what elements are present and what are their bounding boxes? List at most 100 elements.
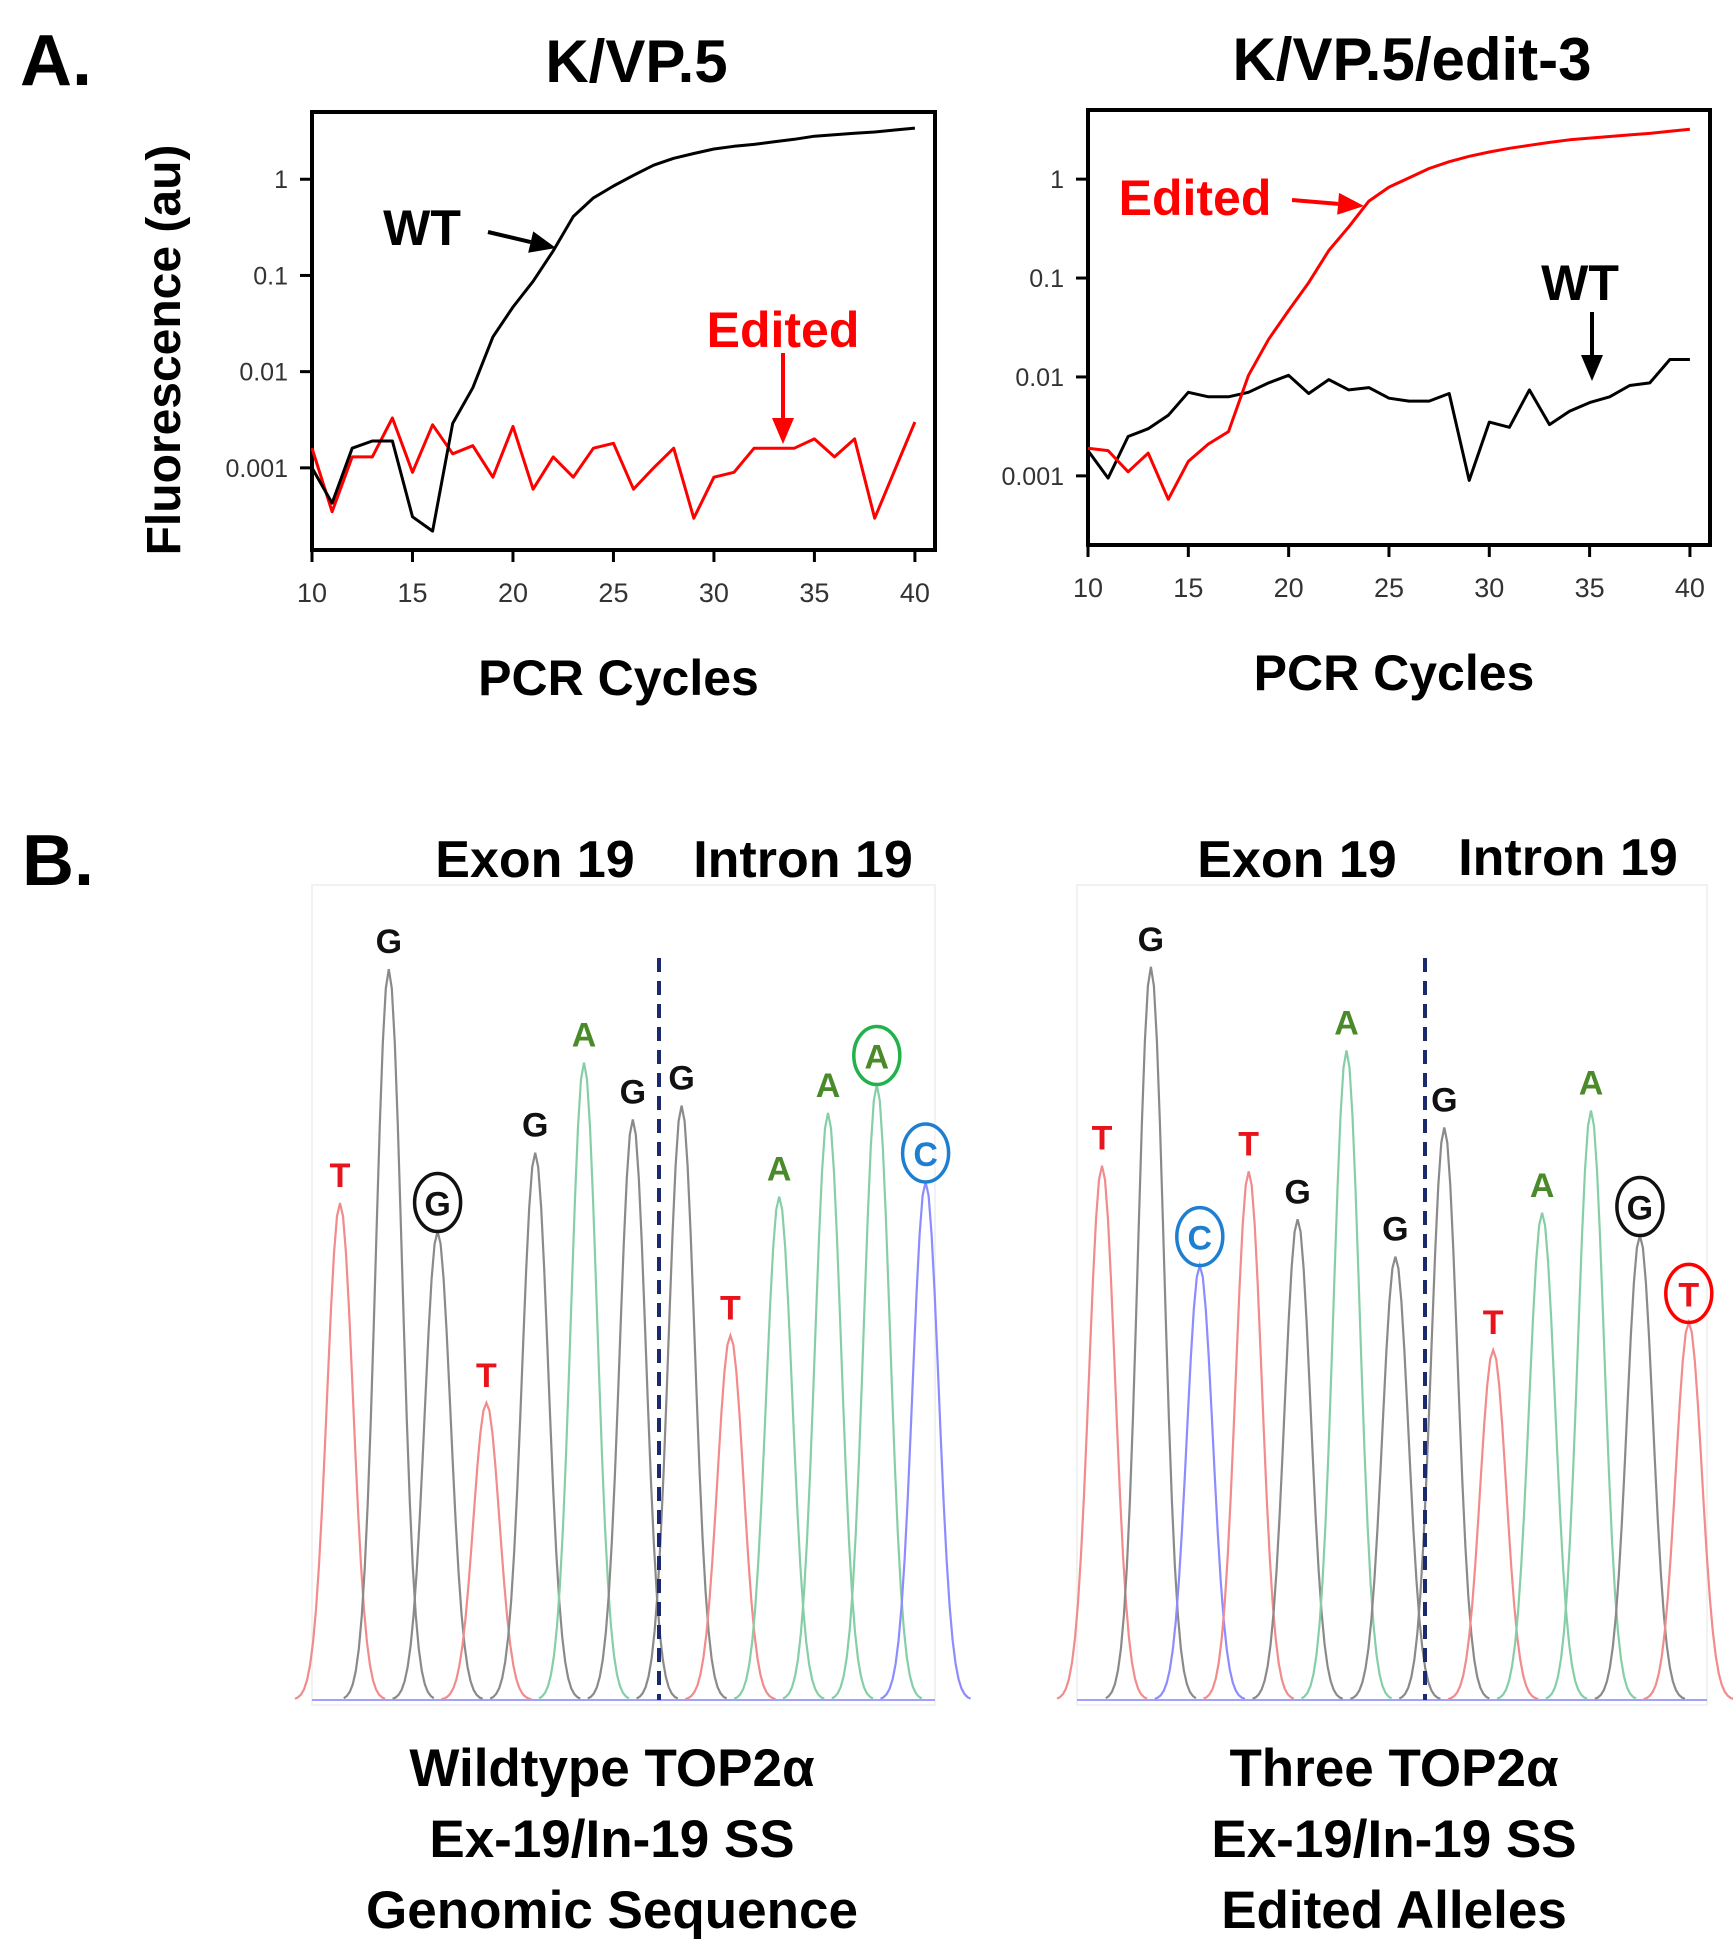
annotation-arrowhead-icon <box>1337 192 1364 215</box>
x-tick-label: 15 <box>1173 573 1203 603</box>
peak-trace-T <box>1203 1171 1295 1700</box>
y-tick-label: 0.1 <box>253 262 288 290</box>
base-call-G: G <box>522 1107 548 1145</box>
x-axis-label: PCR Cycles <box>478 650 759 706</box>
x-tick-label: 40 <box>1675 573 1705 603</box>
annotation-arrow-shaft <box>487 230 532 244</box>
y-tick-label: 0.01 <box>1015 364 1064 392</box>
base-call-G: G <box>1382 1211 1408 1249</box>
series-line-edited <box>1087 127 1691 501</box>
y-tick-label: 1 <box>1050 166 1064 194</box>
base-call-A: A <box>767 1151 792 1189</box>
peak-trace-G <box>343 969 435 1700</box>
base-call-G: G <box>668 1060 694 1098</box>
caption-line: Genomic Sequence <box>366 1881 858 1940</box>
peak-trace-A <box>782 1112 874 1700</box>
base-call-A: A <box>1579 1064 1604 1102</box>
chromatogram-area <box>311 884 936 1706</box>
panel-a-label: A. <box>20 21 92 101</box>
peak-trace-A <box>1496 1212 1588 1700</box>
series-line-wt <box>310 126 916 533</box>
exon-header: Exon 19 <box>1197 831 1396 889</box>
y-tick-label: 0.1 <box>1029 265 1064 293</box>
x-tick-label: 20 <box>498 578 528 608</box>
x-tick-label: 35 <box>799 578 829 608</box>
exon-header: Exon 19 <box>435 831 634 889</box>
base-call-A: A <box>865 1039 890 1077</box>
peak-trace-T <box>1447 1346 1539 1701</box>
peak-trace-T <box>441 1399 532 1701</box>
circled-base-marker <box>900 1122 951 1184</box>
base-call-T: T <box>720 1289 741 1327</box>
x-tick-label: 20 <box>1274 573 1304 603</box>
x-tick-label: 35 <box>1575 573 1605 603</box>
x-axis-label: PCR Cycles <box>1254 645 1535 701</box>
x-tick-label: 15 <box>397 578 427 608</box>
annotation-arrowhead-icon <box>528 231 556 253</box>
base-call-T: T <box>476 1357 497 1395</box>
peak-trace-T <box>294 1202 386 1700</box>
x-tick-label: 25 <box>1374 573 1404 603</box>
annotation-arrowhead-icon <box>1581 355 1603 381</box>
peak-trace-G <box>1105 966 1197 1700</box>
x-tick-label: 40 <box>900 578 930 608</box>
peak-trace-G <box>1252 1219 1344 1700</box>
base-call-G: G <box>1431 1082 1457 1120</box>
base-call-T: T <box>330 1157 351 1195</box>
base-call-T: T <box>1092 1120 1113 1158</box>
caption-line: Ex-19/In-19 SS <box>429 1810 794 1869</box>
annotation-label-wt: WT <box>383 200 461 256</box>
peak-trace-G <box>489 1152 581 1700</box>
base-call-T: T <box>1238 1125 1259 1163</box>
base-call-G: G <box>376 923 402 961</box>
chart-title: K/VP.5 <box>545 28 727 95</box>
base-call-G: G <box>1138 921 1164 959</box>
y-tick-label: 1 <box>274 166 288 194</box>
circled-base-marker <box>1175 1205 1225 1268</box>
peak-trace-G <box>1398 1127 1490 1700</box>
base-call-A: A <box>816 1067 841 1105</box>
x-tick-label: 25 <box>598 578 628 608</box>
base-call-G: G <box>424 1185 450 1223</box>
x-tick-label: 30 <box>699 578 729 608</box>
peak-trace-A <box>538 1062 630 1700</box>
base-call-C: C <box>913 1136 938 1174</box>
qpcr-chart-2: K/VP.5/edit-3 10 15 20 25 30 35 40 1 0.1 0.01 0.001… <box>1001 26 1712 701</box>
y-tick-label: 0.001 <box>1001 463 1064 491</box>
base-call-A: A <box>572 1017 597 1055</box>
intron-header: Intron 19 <box>693 831 913 889</box>
base-call-T: T <box>1483 1304 1504 1342</box>
series-line-wt <box>1086 358 1690 482</box>
y-tick-label: 0.01 <box>239 359 288 387</box>
x-tick-label: 10 <box>1073 573 1103 603</box>
peak-trace-G <box>587 1119 679 1700</box>
plot-frame <box>1086 108 1712 547</box>
peak-trace-T <box>685 1331 776 1701</box>
annotation-label-edited: Edited <box>707 302 860 358</box>
circled-base-marker <box>1664 1262 1714 1325</box>
base-call-A: A <box>1334 1004 1359 1042</box>
annotation-label-wt: WT <box>1541 255 1619 311</box>
chromatogram-area <box>1076 884 1708 1706</box>
peak-trace-A <box>733 1196 825 1700</box>
x-tick-label: 10 <box>297 578 327 608</box>
annotation-label-edited: Edited <box>1119 170 1272 226</box>
annotation-arrow-shaft <box>1291 198 1339 206</box>
caption-line: Wildtype TOP2α <box>409 1739 815 1798</box>
peak-trace-T <box>1056 1165 1148 1700</box>
qpcr-chart-1: K/VP.5 10 15 20 25 30 35 40 1 0.1 0.01 0.001 PCR Cyc… <box>225 28 937 706</box>
base-call-C: C <box>1188 1220 1213 1258</box>
circled-base-marker <box>412 1171 463 1234</box>
base-call-T: T <box>1678 1276 1699 1314</box>
base-call-G: G <box>620 1073 646 1111</box>
annotation-arrowhead-icon <box>772 418 794 444</box>
intron-header: Intron 19 <box>1458 829 1678 887</box>
peak-trace-A <box>1300 1050 1393 1700</box>
caption-line: Three TOP2α <box>1229 1739 1559 1798</box>
base-call-A: A <box>1530 1167 1555 1205</box>
circled-base-marker <box>1615 1175 1665 1238</box>
plot-frame <box>310 110 937 552</box>
